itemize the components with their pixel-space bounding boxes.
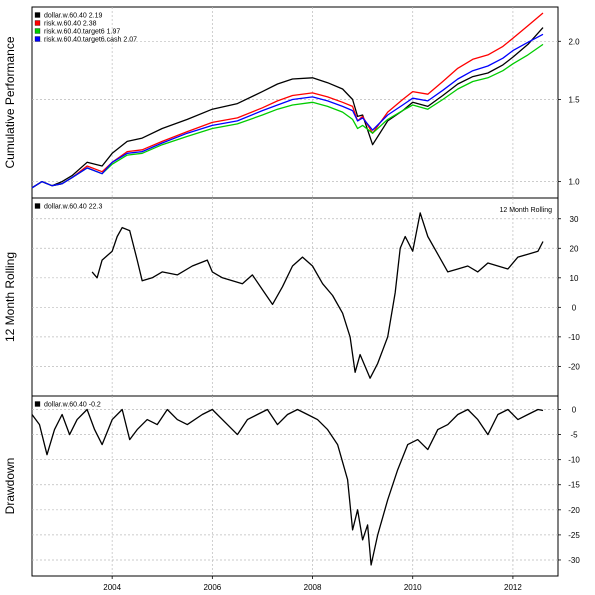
- panel-frame: [31, 197, 559, 397]
- legend-entry: risk.w.60.40.target6.cash 2.07: [44, 37, 137, 44]
- y-tick-label: -10: [568, 456, 580, 465]
- x-tick-label: 2008: [304, 583, 322, 592]
- y-tick-label: 10: [570, 274, 579, 283]
- series-line-dollar: [31, 27, 544, 189]
- y-tick-label: -25: [568, 531, 580, 540]
- y-tick-label: -15: [568, 481, 580, 490]
- series-line-dollar: [91, 212, 544, 379]
- legend-swatch: [34, 36, 41, 42]
- y-tick-label: 1.0: [568, 178, 580, 187]
- legend-swatch: [34, 12, 41, 18]
- legend-entry: risk.w.60.40.target6 1.97: [44, 29, 120, 36]
- x-tick-label: 2010: [404, 583, 422, 592]
- y-axis-label: Drawdown: [3, 458, 17, 515]
- x-tick-label: 2004: [103, 583, 121, 592]
- legend-entry: dollar.w.60.40 -0.2: [44, 402, 101, 409]
- x-tick-label: 2012: [504, 583, 522, 592]
- panel-rolling: -20 -10 0 10 20 30 dollar.w.60.40 22.3 12 Month…: [3, 197, 580, 397]
- legend-entry: risk.w.60.40 2.38: [44, 21, 97, 28]
- y-tick-label: 30: [570, 215, 579, 224]
- series-line-risk_target_cash: [31, 33, 544, 189]
- series-line-risk: [31, 12, 544, 189]
- legend-swatch: [34, 401, 41, 407]
- y-tick-label: -5: [570, 431, 578, 440]
- y-tick-label: 20: [570, 244, 579, 253]
- y-tick-label: 0: [572, 406, 577, 415]
- y-tick-label: 0: [572, 303, 577, 312]
- y-tick-label: 2.0: [568, 37, 580, 46]
- panel-frame: [31, 395, 559, 577]
- legend-entry: dollar.w.60.40 22.3: [44, 204, 102, 211]
- series-line-dollar: [31, 408, 544, 566]
- legend-swatch: [34, 28, 41, 34]
- y-axis-label: Cumulative Performance: [3, 36, 17, 168]
- y-tick-label: -20: [568, 362, 580, 371]
- y-tick-label: -10: [568, 333, 580, 342]
- y-axis-label: 12 Month Rolling: [3, 252, 17, 342]
- y-tick-label: -20: [568, 506, 580, 515]
- legend-swatch: [34, 20, 41, 26]
- x-tick-label: 2006: [203, 583, 221, 592]
- legend-swatch: [34, 203, 41, 209]
- x-axis: 2004 2006 2008 2010 2012: [103, 576, 522, 592]
- y-tick-label: -30: [568, 556, 580, 565]
- panel-drawdown: -30 -25 -20 -15 -10 -5 0 dollar.w.60.40 -0.2 Dra…: [3, 395, 580, 577]
- panel-title: 12 Month Rolling: [499, 207, 552, 214]
- y-tick-label: 1.5: [568, 96, 580, 105]
- legend-entry: dollar.w.60.40 2.19: [44, 13, 102, 20]
